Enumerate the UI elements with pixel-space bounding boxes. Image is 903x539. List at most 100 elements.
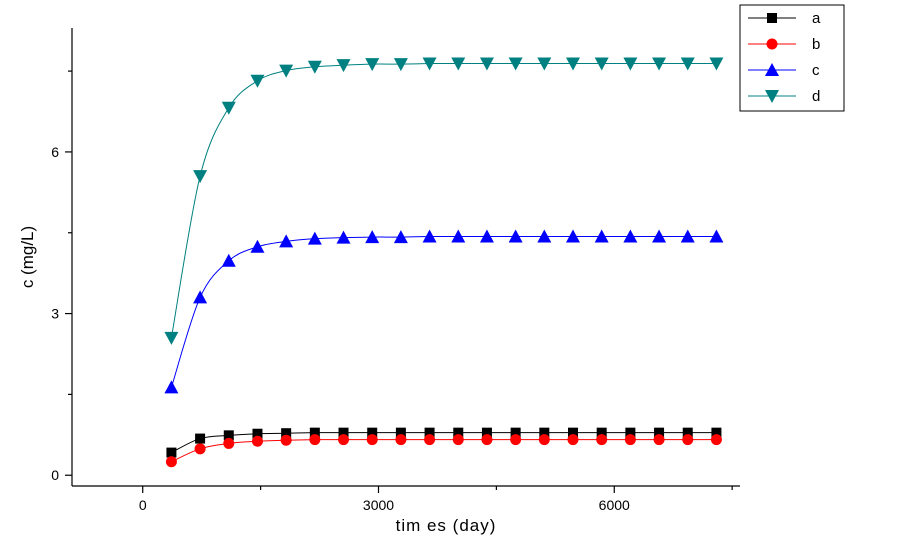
series-b-point: [624, 434, 636, 446]
series-b-point: [567, 434, 579, 446]
series-b-point: [338, 434, 350, 446]
series-d-point: [365, 58, 380, 72]
series-c-point: [250, 239, 265, 253]
series-a-point: [539, 427, 550, 438]
series-a-point: [309, 427, 320, 438]
series-d-point: [652, 57, 667, 71]
series-d-point: [594, 57, 609, 71]
series-c-point: [594, 229, 609, 243]
series-d-point: [479, 57, 494, 71]
series-a-point: [223, 430, 234, 441]
series-a: [166, 427, 722, 458]
series-c-point: [422, 229, 437, 243]
series-a-point: [568, 427, 578, 438]
y-tick-label: 0: [51, 467, 59, 483]
series-d-line: [170, 63, 717, 338]
x-tick-label: 6000: [599, 497, 630, 513]
y-tick-label: 6: [51, 144, 59, 160]
series-b-point: [481, 434, 493, 446]
series-a-point: [596, 427, 607, 438]
series-a-point: [711, 427, 722, 438]
y-tick-label: 3: [51, 306, 59, 322]
x-tick-label: 3000: [363, 497, 394, 513]
legend-marker-c: [765, 63, 779, 76]
series-c-point: [680, 229, 695, 243]
series-b-point: [682, 434, 694, 446]
series-c-point: [508, 229, 523, 243]
series-c-point: [652, 229, 667, 243]
series-b-point: [165, 456, 177, 468]
series-a-point: [424, 427, 435, 438]
series-b-point: [366, 434, 378, 446]
legend-marker-a: [767, 13, 777, 23]
series-d-point: [221, 101, 236, 115]
y-axis-title: c (mg/L): [18, 226, 37, 288]
series-c-point: [451, 229, 466, 243]
series-a-point: [252, 428, 263, 439]
series-d-point: [193, 170, 208, 184]
series-c-point: [365, 230, 380, 244]
series-d-point: [422, 57, 437, 71]
series-b-point: [223, 437, 235, 449]
series-d-point: [393, 58, 408, 72]
series-b-point: [653, 434, 665, 446]
series-c-point: [221, 253, 236, 267]
series-b-point: [280, 434, 292, 446]
series-c-point: [279, 234, 294, 248]
series-b-point: [395, 434, 407, 446]
series-c-point: [566, 229, 580, 243]
series-c-point: [336, 230, 351, 244]
series-a-point: [367, 427, 378, 438]
legend-label-c: c: [812, 62, 820, 79]
series-a-point: [166, 447, 177, 458]
series-c-point: [193, 290, 208, 304]
series-d-point: [508, 57, 523, 71]
series-b-point: [309, 434, 321, 446]
series-b-point: [538, 434, 550, 446]
series-c-point: [307, 231, 322, 245]
series-a-point: [481, 427, 492, 438]
legend-marker-d: [765, 90, 779, 103]
series-d-point: [709, 57, 724, 71]
series-d-point: [279, 64, 294, 78]
series-d-point: [336, 59, 351, 73]
series-d-point: [537, 57, 552, 71]
series-c-point: [164, 380, 179, 394]
series-d-point: [307, 60, 322, 74]
series-b-point: [251, 435, 263, 447]
series-a-point: [682, 427, 693, 438]
series-b-point: [596, 434, 608, 446]
series-d-point: [164, 331, 179, 345]
series-a-point: [281, 428, 292, 439]
series-c-line: [170, 235, 717, 388]
legend-label-b: b: [812, 36, 820, 53]
series-a-point: [625, 427, 636, 438]
series-b-point: [194, 443, 206, 455]
series-c-point: [393, 230, 408, 244]
series-a-point: [453, 427, 464, 438]
series-a-point: [395, 427, 406, 438]
x-tick-label: 0: [139, 497, 147, 513]
series-c-point: [479, 229, 494, 243]
legend-marker-b: [766, 38, 778, 50]
series-a-point: [338, 427, 349, 438]
legend-label-d: d: [812, 88, 820, 105]
series-a-point: [510, 427, 521, 438]
series-d-point: [250, 74, 265, 88]
series-b-point: [452, 434, 464, 446]
series-b-point: [710, 434, 722, 446]
series-c-point: [709, 229, 724, 243]
series-b-point: [424, 434, 436, 446]
legend-box: [739, 4, 845, 112]
series-d-point: [566, 57, 580, 71]
series-c: [164, 229, 724, 394]
series-b: [165, 434, 722, 468]
x-axis-title: tim es (day): [396, 516, 497, 535]
legend-label-a: a: [812, 10, 821, 27]
series-d-point: [451, 57, 466, 71]
series-c-point: [537, 229, 552, 243]
series-d-point: [623, 57, 638, 71]
series-b-point: [510, 434, 522, 446]
series-d-point: [680, 57, 695, 71]
